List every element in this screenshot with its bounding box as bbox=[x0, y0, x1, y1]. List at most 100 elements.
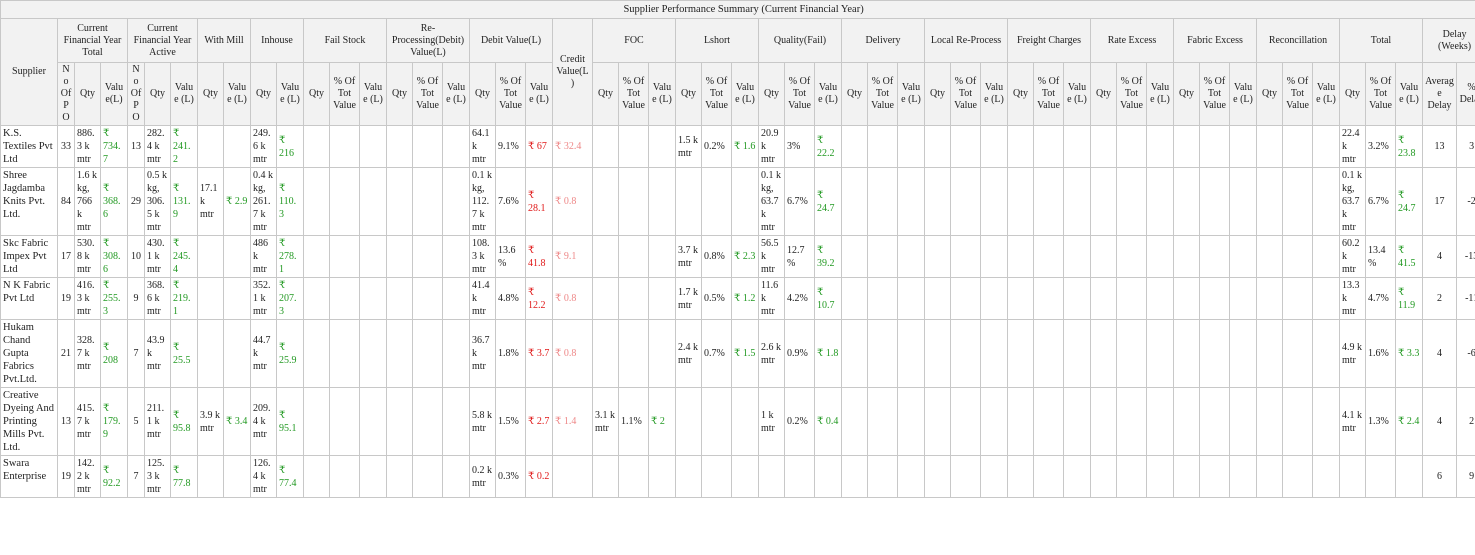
empty-cell bbox=[1116, 167, 1147, 236]
cell: 2 bbox=[1455, 387, 1475, 456]
empty-cell bbox=[1312, 455, 1340, 498]
empty-cell bbox=[359, 167, 387, 236]
cell: ₹ 2.9 bbox=[223, 167, 251, 236]
empty-cell bbox=[1063, 167, 1091, 236]
supplier-row: Shree Jagdamba Knits Pvt. Ltd. 84 1.6 k kg… bbox=[0, 167, 1475, 236]
empty-cell bbox=[731, 167, 759, 236]
cell: 4 bbox=[1422, 319, 1457, 388]
empty-cell bbox=[1033, 319, 1064, 388]
empty-cell bbox=[552, 455, 593, 498]
cell: 9.1% bbox=[495, 125, 526, 168]
empty-cell bbox=[592, 125, 619, 168]
empty-cell bbox=[1282, 387, 1313, 456]
empty-cell bbox=[924, 235, 951, 278]
empty-cell bbox=[359, 319, 387, 388]
cell: 3 bbox=[1455, 125, 1475, 168]
cell: 0.2 k mtr bbox=[469, 455, 496, 498]
cell: 0.3% bbox=[495, 455, 526, 498]
empty-cell bbox=[950, 387, 981, 456]
cell: 13 bbox=[57, 387, 75, 456]
empty-cell bbox=[980, 125, 1008, 168]
empty-cell bbox=[675, 387, 702, 456]
cell: ₹ 23.8 bbox=[1395, 125, 1423, 168]
empty-cell bbox=[1199, 125, 1230, 168]
cell: 13.4% bbox=[1365, 235, 1396, 278]
cell: 13 bbox=[127, 125, 145, 168]
empty-cell bbox=[1256, 167, 1283, 236]
empty-cell bbox=[897, 235, 925, 278]
column-header: Value (L) bbox=[1312, 62, 1340, 126]
empty-cell bbox=[1282, 235, 1313, 278]
cell: ₹ 3.3 bbox=[1395, 319, 1423, 388]
column-header: Value (L) bbox=[731, 62, 759, 126]
group-header-row: Supplier Current Financial Year Total Curr… bbox=[0, 18, 1475, 126]
column-header: % Of Tot Value bbox=[618, 62, 649, 126]
empty-cell bbox=[197, 319, 224, 388]
cell: ₹ 28.1 bbox=[525, 167, 553, 236]
cell: 125.3 k mtr bbox=[144, 455, 171, 498]
cell: 886.3 k mtr bbox=[74, 125, 101, 168]
empty-cell bbox=[1282, 455, 1313, 498]
column-header: Value (L) bbox=[442, 62, 470, 126]
title-row: Supplier Performance Summary (Current Fi… bbox=[0, 0, 1475, 19]
cell: ₹ 1.4 bbox=[552, 387, 593, 456]
cell: 41.4 k mtr bbox=[469, 277, 496, 320]
column-header: Value (L) bbox=[1229, 62, 1257, 126]
column-header: Value (L) bbox=[359, 62, 387, 126]
group-header: Freight Charges bbox=[1007, 18, 1091, 63]
cell: 416.3 k mtr bbox=[74, 277, 101, 320]
cell: ₹ 219.1 bbox=[170, 277, 198, 320]
empty-cell bbox=[648, 319, 676, 388]
empty-cell bbox=[1007, 387, 1034, 456]
cell: 22.4 k mtr bbox=[1339, 125, 1366, 168]
empty-cell bbox=[1229, 319, 1257, 388]
column-header: Qty bbox=[1256, 62, 1283, 126]
empty-cell bbox=[1173, 235, 1200, 278]
empty-cell bbox=[1063, 277, 1091, 320]
cell: 19 bbox=[57, 455, 75, 498]
cell: 0.5% bbox=[701, 277, 732, 320]
empty-cell bbox=[1282, 277, 1313, 320]
cell: ₹ 1.2 bbox=[731, 277, 759, 320]
empty-cell bbox=[329, 235, 360, 278]
cell: 1.5% bbox=[495, 387, 526, 456]
cell: 0.5 k kg, 306.5 k mtr bbox=[144, 167, 171, 236]
column-header: % Of Tot Value bbox=[1282, 62, 1313, 126]
cell: 1.8% bbox=[495, 319, 526, 388]
cell: ₹ 2 bbox=[648, 387, 676, 456]
empty-cell bbox=[1229, 125, 1257, 168]
cell: 1.1% bbox=[618, 387, 649, 456]
empty-cell bbox=[412, 277, 443, 320]
cell: 13.6% bbox=[495, 235, 526, 278]
empty-cell bbox=[592, 319, 619, 388]
column-header: No Of PO bbox=[127, 62, 145, 126]
column-header: Qty bbox=[1173, 62, 1200, 126]
group-header: Local Re-Process bbox=[924, 18, 1008, 63]
empty-cell bbox=[1256, 387, 1283, 456]
cell: 368.6 k mtr bbox=[144, 277, 171, 320]
empty-cell bbox=[386, 455, 413, 498]
empty-cell bbox=[303, 235, 330, 278]
supplier-row: Creative Dyeing And Printing Mills Pvt. … bbox=[0, 387, 1475, 456]
empty-cell bbox=[897, 125, 925, 168]
empty-cell bbox=[386, 125, 413, 168]
cell: 1.6 k kg, 766 k mtr bbox=[74, 167, 101, 236]
empty-cell bbox=[867, 125, 898, 168]
empty-cell bbox=[592, 455, 619, 498]
empty-cell bbox=[329, 319, 360, 388]
empty-cell bbox=[1282, 319, 1313, 388]
supplier-name: N K Fabric Pvt Ltd bbox=[0, 277, 58, 320]
empty-cell bbox=[329, 167, 360, 236]
column-header: % Of Tot Value bbox=[950, 62, 981, 126]
empty-cell bbox=[1199, 277, 1230, 320]
cell: 0.8% bbox=[701, 235, 732, 278]
cell: ₹ 207.3 bbox=[276, 277, 304, 320]
empty-cell bbox=[1007, 125, 1034, 168]
cell: ₹ 1.8 bbox=[814, 319, 842, 388]
column-header: % Of Tot Value bbox=[329, 62, 360, 126]
empty-cell bbox=[1365, 455, 1396, 498]
cell: 211.1 k mtr bbox=[144, 387, 171, 456]
empty-cell bbox=[897, 319, 925, 388]
empty-cell bbox=[359, 277, 387, 320]
cell: 1.7 k mtr bbox=[675, 277, 702, 320]
